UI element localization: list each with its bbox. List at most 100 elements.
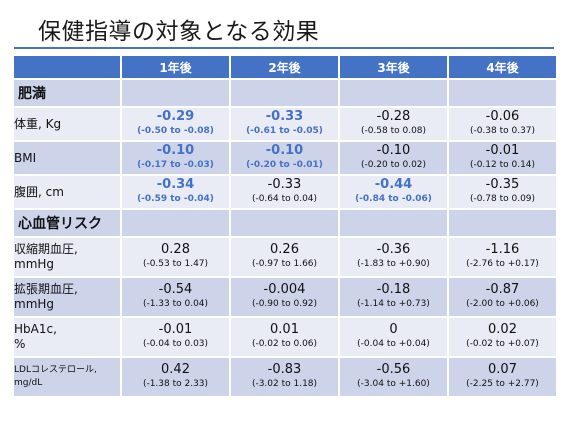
section-empty-cell bbox=[447, 78, 558, 108]
effect-value: -0.33 bbox=[265, 109, 304, 124]
confidence-interval: (-0.20 to -0.01) bbox=[246, 160, 323, 170]
effect-value: 0.28 bbox=[161, 242, 190, 257]
value-cell: -0.10 (-0.17 to -0.03) bbox=[120, 140, 231, 176]
section-empty-cell bbox=[447, 208, 558, 238]
value-cell: 0.28 (-0.53 to 1.47) bbox=[120, 236, 231, 278]
confidence-interval: (-0.20 to 0.02) bbox=[360, 160, 427, 170]
confidence-interval: (-0.59 to -0.04) bbox=[137, 194, 214, 204]
effect-value: -0.01 bbox=[485, 143, 520, 158]
effect-value: -0.18 bbox=[376, 282, 411, 297]
effect-value: 0.01 bbox=[270, 322, 299, 337]
table-body: 肥満 体重, Kg -0.29 (-0.50 to -0.08) -0.33 (-0.61… bbox=[12, 78, 558, 398]
value-cell: -0.01 (-0.04 to 0.03) bbox=[120, 316, 231, 358]
table-row: HbA1c,% -0.01 (-0.04 to 0.03) 0.01 (-0.02 to… bbox=[12, 316, 558, 358]
value-cell: 0.01 (-0.02 to 0.06) bbox=[229, 316, 340, 358]
effect-value: 0.07 bbox=[488, 362, 517, 377]
row-label: 拡張期血圧, mmHg bbox=[12, 276, 122, 318]
effect-value: -0.35 bbox=[485, 177, 520, 192]
value-cell: -0.06 (-0.38 to 0.37) bbox=[447, 106, 558, 142]
value-cell: -0.10 (-0.20 to 0.02) bbox=[338, 140, 449, 176]
effect-value: -0.54 bbox=[158, 282, 193, 297]
row-label: BMI bbox=[12, 140, 122, 176]
table-row: 収縮期血圧, mmHg 0.28 (-0.53 to 1.47) 0.26 (-0.97 … bbox=[12, 236, 558, 278]
effect-value: -1.16 bbox=[485, 242, 520, 257]
section-empty-cell bbox=[229, 78, 340, 108]
row-label: 収縮期血圧, mmHg bbox=[12, 236, 122, 278]
header-cell-year4: 4年後 bbox=[447, 54, 558, 80]
confidence-interval: (-0.02 to 0.06) bbox=[251, 339, 318, 349]
value-cell: 0.26 (-0.97 to 1.66) bbox=[229, 236, 340, 278]
confidence-interval: (-0.78 to 0.09) bbox=[469, 194, 536, 204]
effect-value: -0.44 bbox=[374, 177, 413, 192]
section-row: 肥満 bbox=[12, 78, 558, 108]
header-cell-year3: 3年後 bbox=[338, 54, 449, 80]
section-empty-cell bbox=[338, 78, 449, 108]
title-underline bbox=[14, 47, 554, 49]
effect-value: -0.33 bbox=[267, 177, 302, 192]
value-cell: -0.28 (-0.58 to 0.08) bbox=[338, 106, 449, 142]
slide-title: 保健指導の対象となる効果 bbox=[38, 19, 320, 45]
effect-value: -0.36 bbox=[376, 242, 411, 257]
confidence-interval: (-0.90 to 0.92) bbox=[251, 299, 318, 309]
value-cell: -0.36 (-1.83 to +0.90) bbox=[338, 236, 449, 278]
table-row: 拡張期血圧, mmHg -0.54 (-1.33 to 0.04) -0.004 (-0.… bbox=[12, 276, 558, 318]
confidence-interval: (-0.04 to +0.04) bbox=[357, 339, 430, 349]
value-cell: 0 (-0.04 to +0.04) bbox=[338, 316, 449, 358]
header-cell-year1: 1年後 bbox=[120, 54, 231, 80]
section-label: 肥満 bbox=[12, 78, 122, 108]
confidence-interval: (-0.64 to 0.04) bbox=[251, 194, 318, 204]
effect-value: 0 bbox=[389, 322, 398, 337]
header-cell-year2: 2年後 bbox=[229, 54, 340, 80]
value-cell: -0.34 (-0.59 to -0.04) bbox=[120, 174, 231, 210]
effect-value: -0.83 bbox=[267, 362, 302, 377]
row-label: 腹囲, cm bbox=[12, 174, 122, 210]
effect-value: -0.87 bbox=[485, 282, 520, 297]
value-cell: -0.29 (-0.50 to -0.08) bbox=[120, 106, 231, 142]
confidence-interval: (-0.97 to 1.66) bbox=[251, 259, 318, 269]
section-empty-cell bbox=[338, 208, 449, 238]
value-cell: -0.35 (-0.78 to 0.09) bbox=[447, 174, 558, 210]
effect-value: -0.34 bbox=[156, 177, 195, 192]
section-empty-cell bbox=[120, 78, 231, 108]
value-cell: 0.02 (-0.02 to +0.07) bbox=[447, 316, 558, 358]
effect-value: -0.10 bbox=[265, 143, 304, 158]
section-row: 心血管リスク bbox=[12, 208, 558, 238]
confidence-interval: (-2.00 to +0.06) bbox=[466, 299, 539, 309]
effect-value: -0.06 bbox=[485, 109, 520, 124]
table-row: LDLコレステロール, mg/dL 0.42 (-1.38 to 2.33) -0.83… bbox=[12, 356, 558, 398]
confidence-interval: (-2.76 to +0.17) bbox=[466, 259, 539, 269]
effect-value: 0.26 bbox=[270, 242, 299, 257]
value-cell: -0.01 (-0.12 to 0.14) bbox=[447, 140, 558, 176]
confidence-interval: (-1.33 to 0.04) bbox=[142, 299, 209, 309]
effect-value: -0.10 bbox=[376, 143, 411, 158]
value-cell: -0.44 (-0.84 to -0.06) bbox=[338, 174, 449, 210]
table-row: 腹囲, cm -0.34 (-0.59 to -0.04) -0.33 (-0.64 t… bbox=[12, 174, 558, 210]
effect-value: -0.10 bbox=[156, 143, 195, 158]
confidence-interval: (-1.83 to +0.90) bbox=[357, 259, 430, 269]
value-cell: -0.10 (-0.20 to -0.01) bbox=[229, 140, 340, 176]
confidence-interval: (-0.84 to -0.06) bbox=[355, 194, 432, 204]
effects-table: 1年後 2年後 3年後 4年後 肥満 体重, Kg -0.29 (-0.50 to -… bbox=[12, 54, 558, 398]
value-cell: -0.83 (-3.02 to 1.18) bbox=[229, 356, 340, 398]
value-cell: 0.42 (-1.38 to 2.33) bbox=[120, 356, 231, 398]
header-row: 1年後 2年後 3年後 4年後 bbox=[12, 54, 558, 80]
row-label: 体重, Kg bbox=[12, 106, 122, 142]
header-cell-corner bbox=[12, 54, 122, 80]
value-cell: -0.56 (-3.04 to +1.60) bbox=[338, 356, 449, 398]
confidence-interval: (-0.12 to 0.14) bbox=[469, 160, 536, 170]
effect-value: -0.56 bbox=[376, 362, 411, 377]
section-empty-cell bbox=[120, 208, 231, 238]
value-cell: -0.004 (-0.90 to 0.92) bbox=[229, 276, 340, 318]
effect-value: -0.28 bbox=[376, 109, 411, 124]
value-cell: -1.16 (-2.76 to +0.17) bbox=[447, 236, 558, 278]
confidence-interval: (-0.50 to -0.08) bbox=[137, 126, 214, 136]
confidence-interval: (-1.38 to 2.33) bbox=[142, 379, 209, 389]
effect-value: -0.29 bbox=[156, 109, 195, 124]
confidence-interval: (-0.53 to 1.47) bbox=[142, 259, 209, 269]
value-cell: -0.33 (-0.64 to 0.04) bbox=[229, 174, 340, 210]
row-label: HbA1c,% bbox=[12, 316, 122, 358]
value-cell: 0.07 (-2.25 to +2.77) bbox=[447, 356, 558, 398]
confidence-interval: (-0.38 to 0.37) bbox=[469, 126, 536, 136]
effect-value: -0.004 bbox=[263, 282, 306, 297]
row-label: LDLコレステロール, mg/dL bbox=[12, 356, 122, 398]
